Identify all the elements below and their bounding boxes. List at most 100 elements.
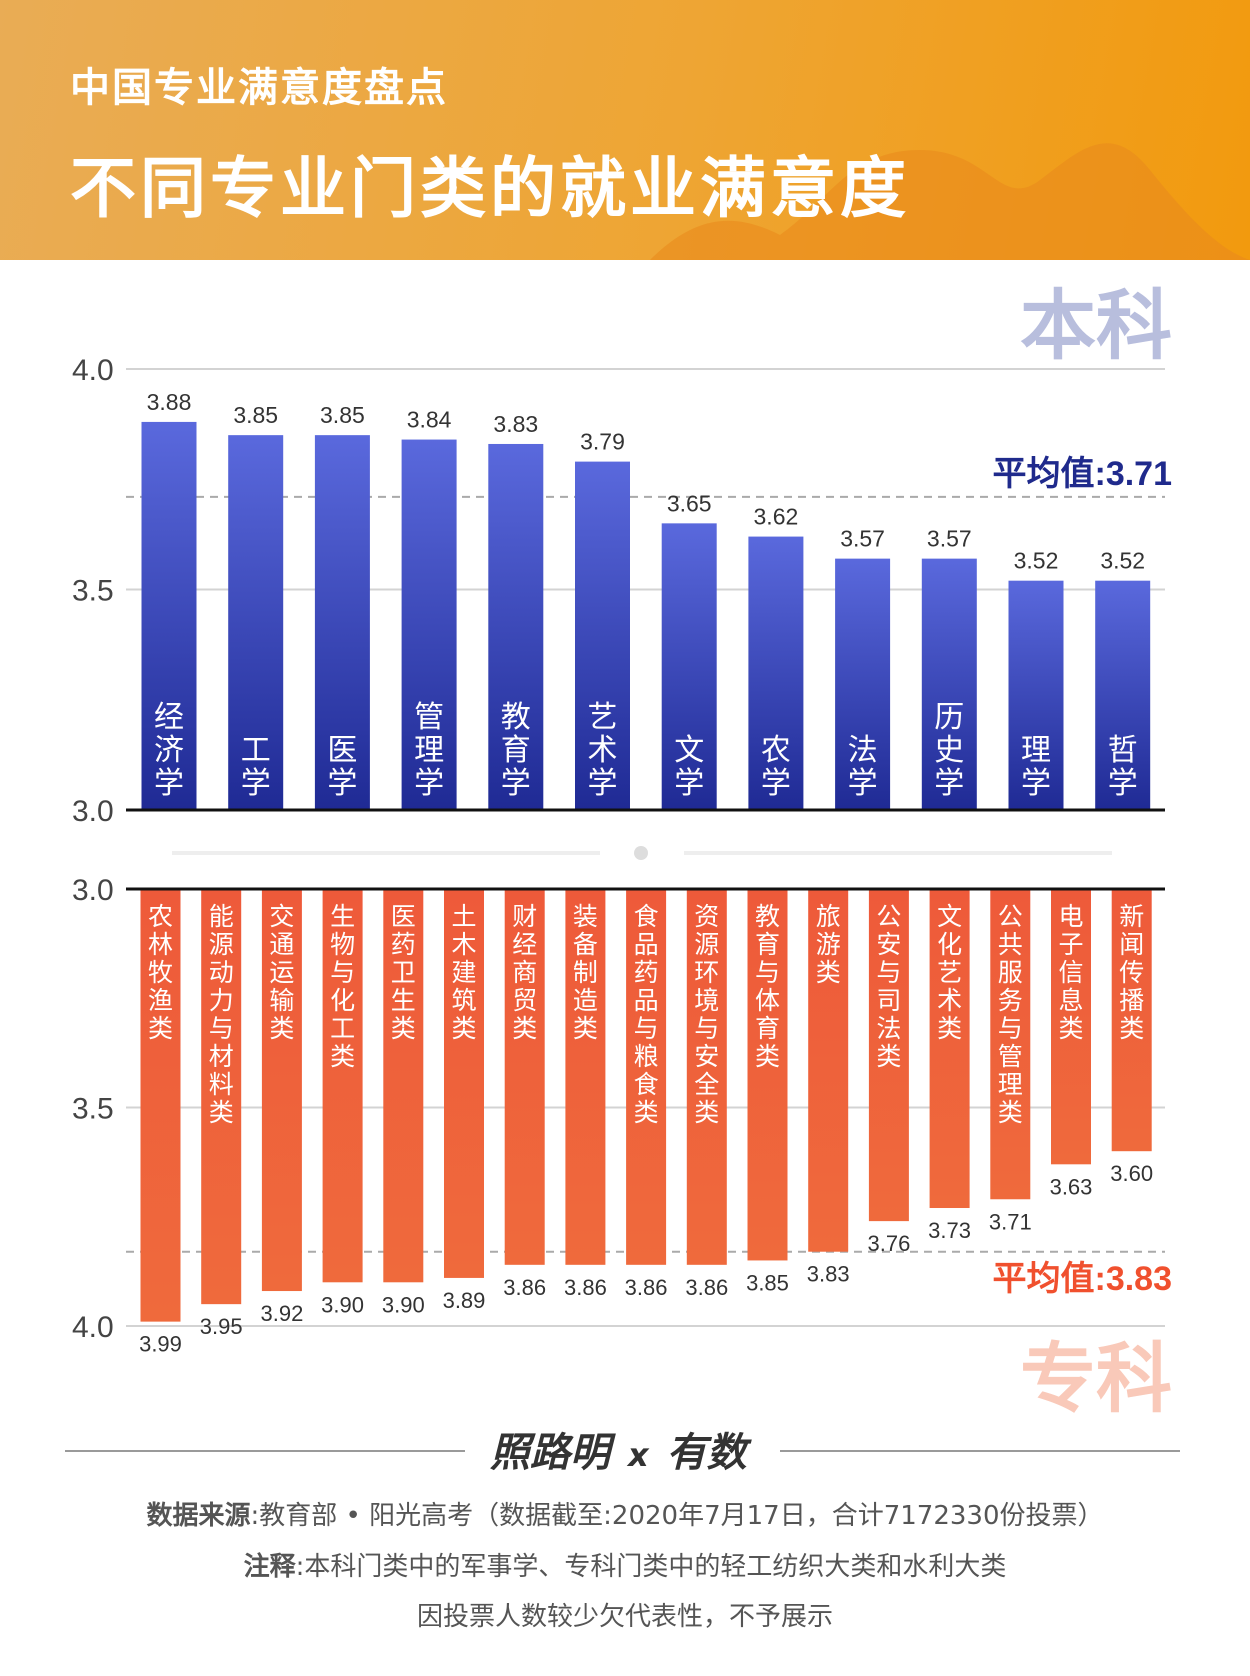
logo-x: x	[628, 1436, 649, 1474]
category-label: 输	[269, 987, 294, 1015]
category-label: 理	[1021, 734, 1051, 767]
y-tick-label: 4.0	[72, 354, 114, 387]
category-label: 土	[451, 903, 476, 931]
data-label: 3.89	[443, 1288, 486, 1313]
category-label: 木	[451, 931, 476, 959]
y-tick-label: 3.5	[72, 575, 114, 608]
category-label: 医	[391, 903, 416, 931]
data-label: 3.83	[493, 411, 538, 437]
category-label: 学	[761, 767, 791, 800]
category-label: 电	[1058, 903, 1083, 931]
category-label: 学	[1108, 767, 1138, 800]
data-source: 数据来源:教育部 • 阳光高考（数据截至:2020年7月17日，合计717233…	[0, 1495, 1250, 1532]
category-label: 经	[512, 931, 537, 959]
category-label: 类	[816, 959, 841, 987]
category-label: 环	[694, 959, 719, 987]
category-label: 学	[588, 767, 618, 800]
category-label: 与	[755, 959, 780, 987]
category-label: 新	[1119, 903, 1144, 931]
category-label: 学	[848, 767, 878, 800]
category-label: 力	[209, 987, 234, 1015]
category-label: 卫	[391, 959, 416, 987]
category-label: 学	[1021, 767, 1051, 800]
category-label: 药	[391, 931, 416, 959]
category-label: 物	[330, 931, 355, 959]
data-label: 3.76	[867, 1231, 910, 1256]
category-label: 经	[154, 701, 184, 734]
category-label: 与	[209, 1015, 234, 1043]
category-label: 类	[937, 1015, 962, 1043]
bar	[575, 461, 630, 810]
category-label: 林	[148, 931, 173, 959]
category-label: 生	[330, 903, 355, 931]
category-label: 服	[998, 959, 1023, 987]
data-label: 3.73	[928, 1218, 971, 1243]
category-label: 术	[588, 734, 618, 767]
category-label: 学	[327, 767, 357, 800]
category-label: 管	[998, 1043, 1023, 1071]
category-label: 建	[451, 959, 476, 987]
category-label: 学	[934, 767, 964, 800]
category-label: 司	[876, 987, 901, 1015]
y-tick-label: 4.0	[72, 1311, 114, 1344]
data-label: 3.90	[321, 1292, 364, 1317]
category-label: 料	[209, 1071, 234, 1099]
category-label: 安	[876, 931, 901, 959]
divider	[65, 1450, 465, 1452]
category-label: 信	[1058, 959, 1083, 987]
category-label: 材	[209, 1043, 234, 1071]
data-label: 3.60	[1110, 1161, 1153, 1186]
category-label: 贸	[512, 987, 537, 1015]
data-label: 3.52	[1014, 548, 1059, 574]
category-label: 财	[512, 903, 537, 931]
category-label: 全	[694, 1071, 719, 1099]
data-label: 3.71	[989, 1209, 1032, 1234]
category-label: 医	[327, 734, 357, 767]
page-title: 不同专业门类的就业满意度	[70, 149, 910, 227]
category-label: 农	[761, 734, 791, 767]
category-label: 源	[209, 931, 234, 959]
bar	[444, 889, 484, 1278]
category-label: 播	[1119, 987, 1144, 1015]
bar	[1095, 580, 1151, 810]
category-label: 游	[816, 931, 841, 959]
category-label: 闻	[1119, 931, 1144, 959]
source-text: :教育部 • 阳光高考（数据截至:2020年7月17日，合计7172330份投票…	[250, 1501, 1104, 1531]
note: 注释:本科门类中的军事学、专科门类中的轻工纺织大类和水利大类	[0, 1546, 1250, 1583]
category-label: 类	[209, 1099, 234, 1127]
category-label: 备	[573, 931, 598, 959]
category-label: 体	[755, 987, 780, 1015]
bar	[747, 889, 788, 1261]
source-label: 数据来源	[146, 1501, 251, 1531]
category-label: 安	[694, 1043, 719, 1071]
category-label: 类	[391, 1015, 416, 1043]
bar	[868, 889, 909, 1222]
category-label: 类	[1119, 1015, 1144, 1043]
bar	[661, 523, 717, 810]
note-text: :本科门类中的军事学、专科门类中的轻工纺织大类和水利大类	[295, 1552, 1007, 1582]
data-label: 3.84	[407, 407, 452, 433]
category-label: 艺	[588, 701, 618, 734]
category-label: 动	[209, 959, 234, 987]
data-label: 3.57	[840, 526, 885, 552]
data-label: 3.86	[685, 1275, 728, 1300]
category-label: 类	[330, 1043, 355, 1071]
category-label: 运	[269, 959, 294, 987]
bar	[748, 536, 804, 810]
bar	[565, 889, 606, 1265]
category-label: 共	[998, 931, 1023, 959]
bar	[488, 443, 544, 810]
chart-tag: 本科	[1020, 284, 1172, 369]
category-label: 与	[998, 1015, 1023, 1043]
average-label: 平均值:3.71	[993, 455, 1173, 493]
category-label: 食	[634, 903, 659, 931]
bar	[921, 558, 977, 810]
category-label: 类	[451, 1015, 476, 1043]
bar	[1008, 580, 1064, 810]
divider	[780, 1450, 1180, 1452]
bar	[383, 889, 424, 1283]
category-label: 类	[755, 1043, 780, 1071]
data-label: 3.99	[139, 1332, 182, 1357]
category-label: 造	[573, 987, 598, 1015]
